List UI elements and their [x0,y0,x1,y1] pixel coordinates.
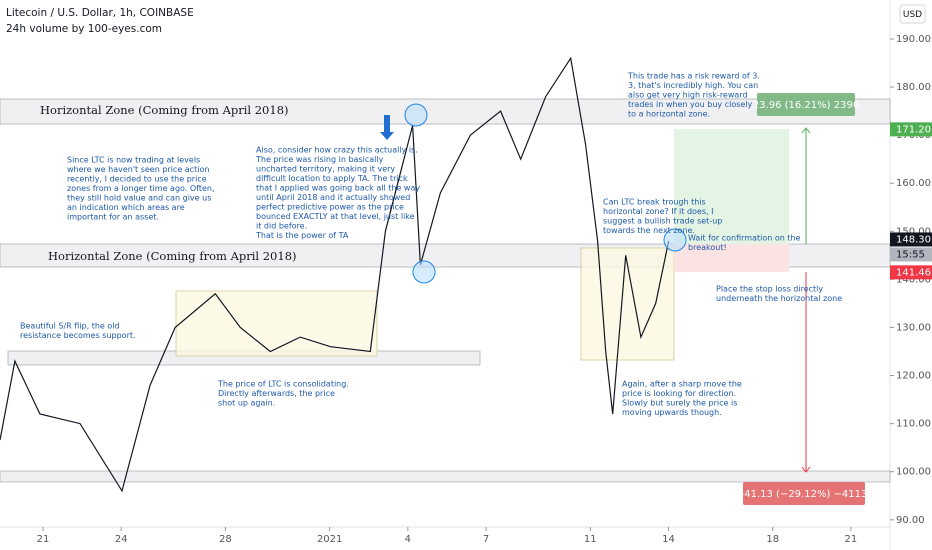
price-tag [890,122,932,137]
y-tick-label: 110.00 [896,419,931,430]
annotation: 3, that's incredibly high. You can [628,81,758,90]
y-tick-label: 130.00 [896,322,931,333]
annotation: That is the power of TA [255,231,349,240]
y-tick-label: 190.00 [896,34,931,45]
target-label: 23.96 (16.21%) 2396 [753,100,859,111]
annotation: where we haven't seen price action [67,165,209,174]
target-box [757,93,855,116]
y-tick-label: 90.00 [896,515,925,526]
currency[interactable]: USD [903,10,922,20]
chart-subtitle: 24h volume by 100-eyes.com [6,23,162,35]
annotation: difficult location to apply TA. The tric… [256,174,408,183]
highlight-circle [663,228,687,252]
zone [0,470,891,483]
annotation: Also, consider how crazy this actually i… [256,146,418,155]
stop-area [674,244,789,272]
annotation: uncharted territory, making it very [256,165,395,174]
x-tick-label: 7 [483,534,489,545]
annotation: horizontal zone? If it does, I [603,207,713,216]
stop-box [743,482,865,505]
annotation: towards the next zone. [603,226,695,235]
price-line [0,56,670,493]
target-area [674,129,789,244]
x-tick-label: 28 [219,534,232,545]
annotation: breakout! [688,243,727,252]
annotation: Can LTC break trough this [603,198,706,207]
annotation: Again, after a sharp move the [622,380,742,389]
x-tick-label: 18 [766,534,779,545]
price-tag-label: 171.20 [896,124,931,135]
annotation: Wait for confirmation on the [688,234,801,243]
annotation: price is looking for direction. [622,389,736,398]
range-box [175,290,378,357]
annotation: Beautiful S/R flip, the old [20,322,120,331]
highlight-circle [412,260,436,284]
annotation: zones from a longer time ago. Often, [67,184,215,193]
zone-label: Horizontal Zone (Coming from April 2018) [40,103,289,117]
y-tick-label: 100.00 [896,467,931,478]
x-tick-label: 11 [584,534,597,545]
down-arrow [380,115,394,140]
annotation: it did before. [256,222,307,231]
annotation: The price was rising in basically [255,155,384,164]
annotation: resistance becomes support. [20,331,136,340]
zone [0,98,891,125]
price-tag-label: 141.46 [896,267,931,278]
annotation: This trade has a risk reward of 3. [627,72,760,81]
annotation: Place the stop loss directly [716,285,823,294]
annotation: that I applied was going back all the wa… [256,184,420,193]
x-tick-label: 14 [662,534,675,545]
price-tag [890,232,932,247]
annotation: The price of LTC is consolidating. [217,380,349,389]
annotation: Since LTC is now trading at levels [67,156,200,165]
currency-button[interactable] [899,4,926,24]
annotation: underneath the horizontal zone [716,294,842,303]
x-tick-label: 21 [37,534,50,545]
annotation: Slowly but surely the price is [622,399,737,408]
annotation: also get very high risk-reward [628,91,748,100]
annotation: they still hold value and can give us [67,194,211,203]
annotation: recently, I decided to use the price [67,175,207,184]
annotation: bounced EXACTLY at that level, just like [256,212,415,221]
x-tick-label: 2021 [317,534,342,545]
annotation: shot up again. [218,399,275,408]
stop-label: -41.13 (−29.12%) −4113 [741,489,868,500]
countdown-tag [890,247,932,262]
zone-label: Horizontal Zone (Coming from April 2018) [48,249,297,263]
annotation: moving upwards though. [622,408,722,417]
y-tick-label: 120.00 [896,371,931,382]
price-tag-label: 148.30 [896,234,931,245]
x-tick-label: 21 [845,534,858,545]
annotation: an indication which areas are [67,203,185,212]
annotation: important for an asset. [67,213,159,222]
annotation: Directly afterwards, the price [218,389,335,398]
y-tick-label: 180.00 [896,82,931,93]
countdown: 15:55 [896,249,925,260]
y-tick-label: 150.00 [896,226,931,237]
arrow-head [801,127,811,134]
x-tick-label: 24 [115,534,128,545]
x-tick-label: 4 [405,534,411,545]
annotation: trades in when you buy closely [628,100,753,109]
chart-title: Litecoin / U.S. Dollar, 1h, COINBASE [6,7,194,19]
annotation: to a horizontal zone. [628,110,710,119]
y-tick-label: 140.00 [896,274,931,285]
y-tick-label: 160.00 [896,178,931,189]
price-tag [890,265,932,280]
highlight-circle [404,103,428,127]
annotation: until April 2018 and it actually showed [256,193,410,202]
arrow-head [801,466,811,473]
annotation: suggest a bullish trade set-up [603,217,722,226]
annotation: perfect predictive power as the price [256,203,404,212]
